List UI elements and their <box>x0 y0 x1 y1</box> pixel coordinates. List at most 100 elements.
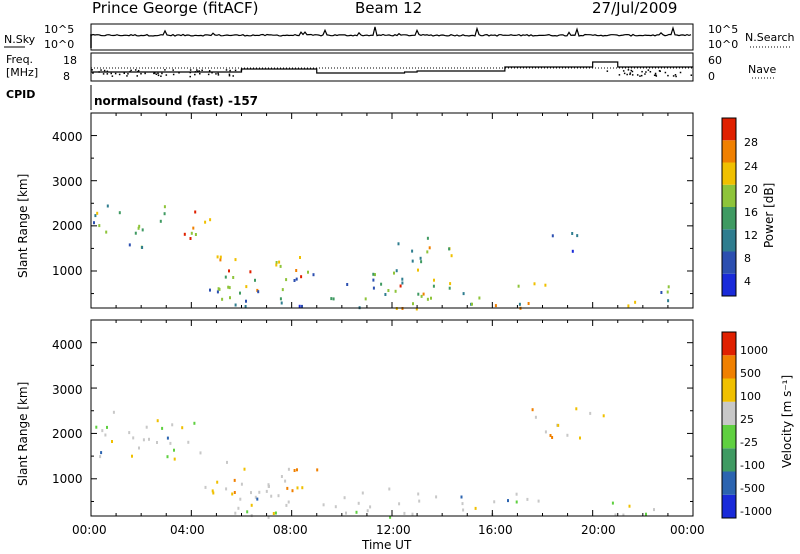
pw-scatter-cell <box>576 234 579 238</box>
freq-dot <box>106 73 109 75</box>
vel-scatter-cell <box>274 511 277 515</box>
velocity-colorbar-swatch <box>722 425 736 449</box>
pw-cb-tick-20: 20 <box>744 183 758 196</box>
xtick-1600: 16:00 <box>478 523 513 537</box>
beam-title: Beam 12 <box>355 0 423 17</box>
vel-scatter-cell <box>551 436 554 439</box>
freq-dot <box>240 69 243 71</box>
vel-scatter-cell <box>250 503 253 507</box>
pw-scatter-cell <box>448 247 451 251</box>
pw-scatter-cell <box>372 278 375 282</box>
pw-scatter-cell <box>298 304 301 308</box>
vel-scatter-cell <box>357 501 360 505</box>
freq-dot <box>103 69 106 72</box>
pw-scatter-cell <box>118 211 121 215</box>
vel-scatter-cell <box>226 460 228 464</box>
pw-scatter-cell <box>221 297 224 301</box>
pw-scatter-cell <box>299 256 301 259</box>
vel-scatter-cell <box>361 491 364 495</box>
freq-dot <box>631 74 634 76</box>
pw-scatter-cell <box>239 291 241 295</box>
freq-dot <box>110 72 112 75</box>
freq-dot <box>178 72 180 74</box>
pw-scatter-cell <box>411 259 414 263</box>
pw-cb-tick-12: 12 <box>744 229 758 242</box>
pw-cb-tick-8: 8 <box>744 252 751 265</box>
freq-dot <box>215 73 217 75</box>
pw-scatter-cell <box>280 301 283 305</box>
nave-tick-top: 60 <box>708 54 722 67</box>
vel-scatter-cell <box>166 436 169 440</box>
vel-cb-tick-neg500: -500 <box>740 482 765 495</box>
freq-dot <box>153 72 155 75</box>
vel-scatter-cell <box>187 440 190 444</box>
vel-scatter-cell <box>628 504 631 508</box>
vel-scatter-cell <box>173 448 175 452</box>
pw-scatter-cell <box>420 294 423 298</box>
freq-dot <box>675 75 677 78</box>
vel-scatter-cell <box>287 500 290 504</box>
pw-scatter-cell <box>234 303 237 307</box>
vel-scatter-cell <box>181 426 184 430</box>
freq-dot <box>647 69 650 71</box>
vel-scatter-cell <box>296 486 299 490</box>
power-scatter <box>93 204 670 311</box>
vel-scatter-cell <box>653 508 655 512</box>
pw-scatter-cell <box>190 231 193 235</box>
pw-scatter-cell <box>419 256 422 260</box>
freq-dot <box>631 70 634 73</box>
vel-scatter-cell <box>145 425 148 429</box>
vel-scatter-cell <box>345 511 347 515</box>
pw-scatter-cell <box>627 304 630 308</box>
vel-scatter-cell <box>534 415 537 419</box>
freq-dot <box>655 75 658 77</box>
colorbars <box>721 117 737 519</box>
pw-scatter-cell <box>278 260 281 264</box>
pw-scatter-cell <box>462 292 465 296</box>
freq-dot <box>161 72 163 75</box>
vel-scatter-cell <box>267 483 270 487</box>
freq-dot <box>636 74 639 76</box>
vel-scatter-cell <box>243 467 246 471</box>
vel-scatter-cell <box>460 495 463 499</box>
vel-scatter-cell <box>557 423 560 427</box>
velocity-panel-frame <box>90 319 694 517</box>
freq-dot <box>629 73 631 76</box>
pw-scatter-cell <box>141 246 144 249</box>
pw-scatter-cell <box>254 278 256 282</box>
nsky-tick-top: 10^5 <box>44 23 75 36</box>
vel-scatter-cell <box>507 499 509 503</box>
vel-scatter-cell <box>614 513 617 517</box>
freq-dot <box>649 71 652 73</box>
pw-scatter-cell <box>517 284 520 288</box>
pw-scatter-cell <box>494 304 497 308</box>
freq-dot <box>136 75 138 77</box>
vel-ytick-4000: 4000 <box>52 338 83 352</box>
vel-scatter-cell <box>493 500 496 504</box>
pw-scatter-cell <box>232 276 235 279</box>
vel-scatter-cell <box>398 502 401 506</box>
pw-scatter-cell <box>426 250 429 254</box>
nsearch-tick-top: 10^5 <box>708 23 739 36</box>
pw-scatter-cell <box>417 292 420 296</box>
frequency-trace <box>91 61 693 78</box>
pw-ytick-1000: 1000 <box>52 264 83 278</box>
freq-dot <box>655 74 657 76</box>
vel-colorbar-label: Velocity [m s⁻¹] <box>780 374 794 468</box>
vel-scatter-cell <box>622 513 625 517</box>
freq-dot <box>208 70 211 72</box>
freq-dot <box>172 69 174 71</box>
vel-scatter-cell <box>231 492 234 496</box>
vel-scatter-cell <box>99 455 102 459</box>
pw-scatter-cell <box>192 226 195 230</box>
pw-scatter-cell <box>422 292 425 296</box>
freq-tick-top: 18 <box>63 54 77 67</box>
vel-scatter-cell <box>602 414 605 418</box>
vel-scatter-cell <box>204 485 207 489</box>
pw-scatter-cell <box>420 260 423 264</box>
vel-scatter-cell <box>343 496 346 500</box>
freq-dot <box>91 69 93 71</box>
nave-label: Nave <box>748 63 777 76</box>
vel-scatter-cell <box>322 503 325 507</box>
freq-dot <box>189 69 192 71</box>
